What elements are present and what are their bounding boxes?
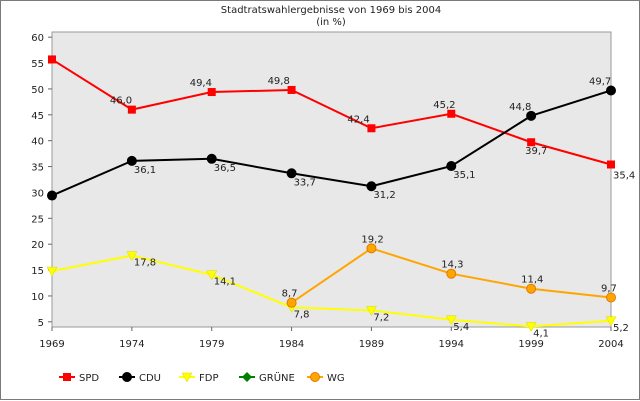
y-tick-label: 20 (31, 240, 44, 251)
data-point (366, 181, 377, 192)
data-label: 5,2 (613, 323, 629, 334)
x-tick-label: 1979 (199, 339, 224, 350)
data-label: 33,7 (294, 177, 316, 188)
data-point (48, 55, 56, 64)
x-tick-label: 1984 (279, 339, 304, 350)
x-tick-label: 1974 (119, 339, 144, 350)
data-label: 14,1 (214, 277, 236, 288)
data-label: 7,2 (373, 312, 389, 323)
legend-marker (310, 372, 320, 382)
legend-marker (242, 372, 252, 382)
legend: SPD CDU FDP GRÜNE WG (59, 371, 345, 384)
data-point (446, 268, 457, 279)
legend-marker (122, 372, 132, 382)
series-line-spd (51, 58, 612, 166)
data-label: 49,8 (268, 76, 290, 87)
legend-item-fdp: FDP (179, 372, 218, 384)
y-tick-label: 40 (31, 137, 44, 148)
data-point (445, 315, 457, 326)
data-label: 35,1 (453, 170, 475, 181)
data-label: 45,2 (433, 100, 455, 111)
y-tick-label: 15 (31, 266, 44, 277)
data-label: 44,8 (509, 102, 531, 113)
chart-subtitle: (in %) (316, 17, 346, 28)
y-tick-label: 5 (38, 318, 44, 329)
data-label: 36,5 (214, 163, 236, 174)
data-label: 5,4 (453, 322, 469, 333)
legend-label: CDU (139, 373, 161, 384)
x-tick-label: 1989 (359, 339, 384, 350)
legend-label: FDP (199, 373, 218, 384)
legend-item-grüne: GRÜNE (239, 371, 295, 384)
x-tick-label: 2004 (598, 339, 623, 350)
data-point (447, 109, 456, 118)
legend-marker (63, 373, 71, 381)
data-label: 35,4 (613, 170, 635, 181)
legend-marker (181, 372, 193, 383)
data-point (126, 155, 137, 166)
data-label: 17,8 (134, 258, 156, 269)
data-point (46, 266, 58, 277)
chart-title: Stadtratswahlergebnisse von 1969 bis 200… (221, 5, 441, 16)
y-tick-label: 55 (31, 59, 44, 70)
data-point (366, 306, 377, 316)
data-point (206, 153, 217, 164)
legend-item-spd: SPD (59, 373, 99, 384)
series-line-fdp (51, 254, 612, 328)
data-label: 11,4 (521, 275, 543, 286)
data-point (287, 85, 296, 94)
data-point (527, 138, 536, 147)
data-point (606, 292, 616, 303)
data-label: 9,7 (601, 284, 617, 295)
data-point (525, 322, 537, 332)
y-tick-label: 10 (31, 292, 44, 303)
y-tick-label: 60 (31, 33, 44, 44)
x-tick-label: 1994 (439, 339, 464, 350)
data-label: 39,7 (525, 146, 547, 157)
data-point (47, 190, 57, 201)
y-tick-label: 50 (31, 85, 44, 96)
data-label: 8,7 (282, 289, 298, 300)
y-tick-label: 30 (31, 188, 44, 199)
legend-item-wg: WG (307, 372, 345, 384)
data-label: 19,2 (361, 234, 383, 245)
data-point (446, 161, 457, 172)
data-point (366, 243, 377, 254)
data-label: 4,1 (533, 328, 549, 339)
data-point (605, 316, 617, 327)
data-point (607, 160, 615, 169)
data-point (526, 283, 537, 294)
data-label: 31,2 (373, 190, 395, 201)
data-point (207, 88, 216, 97)
data-point (206, 270, 218, 281)
data-point (526, 110, 537, 121)
x-tick-label: 1969 (39, 339, 64, 350)
data-label: 36,1 (134, 165, 156, 176)
y-tick-label: 25 (31, 214, 44, 225)
x-tick-label: 1999 (518, 339, 543, 350)
legend-label: SPD (79, 373, 99, 384)
data-label: 14,3 (441, 260, 463, 271)
data-point (286, 168, 297, 179)
data-label: 49,7 (589, 76, 611, 87)
y-tick-label: 45 (31, 111, 44, 122)
data-label: 49,4 (190, 78, 212, 89)
legend-label: WG (327, 373, 345, 384)
legend-item-cdu: CDU (119, 372, 161, 384)
data-label: 42,4 (347, 114, 369, 125)
data-point (127, 105, 136, 114)
data-label: 7,8 (294, 309, 310, 320)
data-point (367, 124, 376, 133)
y-tick-label: 35 (31, 163, 44, 174)
series-line-cdu (51, 89, 612, 197)
data-point (606, 85, 616, 96)
data-label: 46,0 (110, 96, 132, 107)
data-point (286, 297, 297, 308)
data-point (126, 251, 138, 262)
legend-label: GRÜNE (259, 371, 295, 384)
